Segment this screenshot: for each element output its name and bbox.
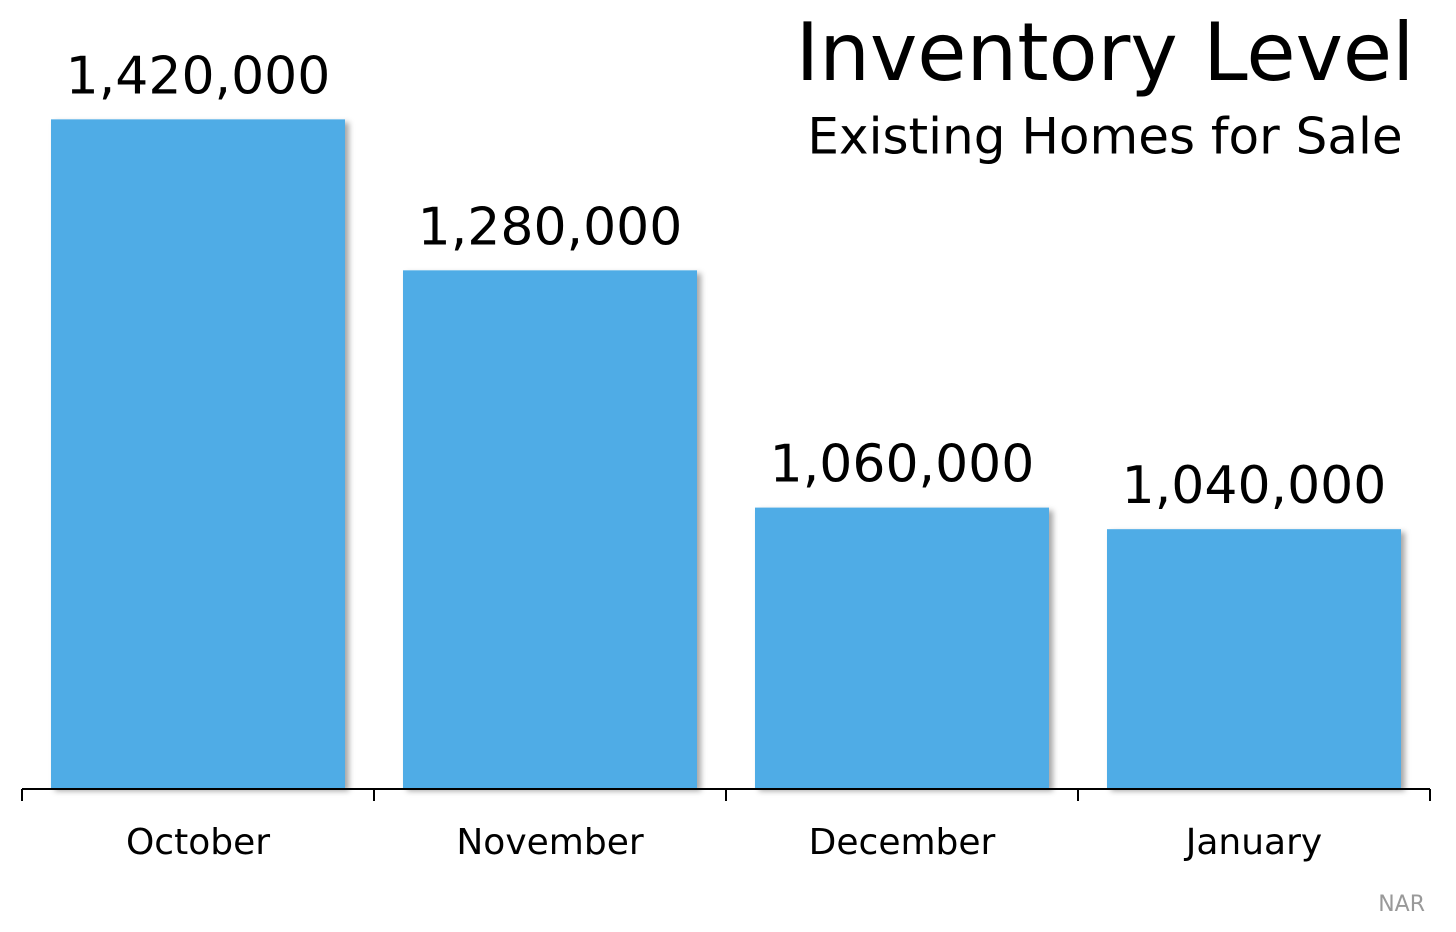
value-label: 1,420,000 — [66, 46, 331, 106]
x-axis — [21, 788, 1431, 801]
bar — [1107, 529, 1401, 788]
x-tick-label: January — [1184, 822, 1322, 863]
x-tick-label: November — [456, 822, 643, 863]
value-label: 1,060,000 — [770, 435, 1035, 495]
value-label: 1,040,000 — [1122, 456, 1387, 516]
value-label: 1,280,000 — [418, 197, 683, 257]
bar — [51, 119, 345, 789]
chart-subtitle: Existing Homes for Sale — [807, 108, 1402, 166]
x-tick-label: December — [809, 822, 996, 863]
chart-title: Inventory Level — [796, 6, 1415, 99]
source: NAR — [1378, 892, 1425, 917]
x-tick-label: October — [126, 822, 270, 863]
bar — [755, 507, 1049, 788]
bar — [403, 270, 697, 788]
